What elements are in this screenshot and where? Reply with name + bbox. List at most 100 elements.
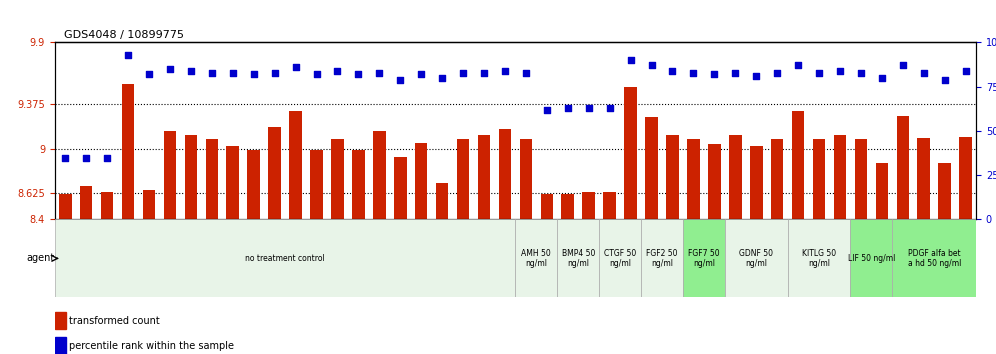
- Bar: [226, 146, 239, 219]
- Bar: [834, 135, 847, 219]
- Bar: [457, 139, 469, 219]
- Point: [539, 107, 555, 113]
- Point: [957, 68, 973, 74]
- Point: [602, 105, 618, 111]
- Bar: [478, 135, 490, 219]
- Bar: [436, 183, 448, 219]
- Point: [894, 63, 910, 68]
- Point: [936, 77, 952, 82]
- Point: [225, 70, 241, 75]
- Bar: [101, 192, 114, 219]
- Bar: [331, 139, 344, 219]
- Point: [832, 68, 848, 74]
- Point: [727, 70, 743, 75]
- Point: [309, 72, 325, 77]
- Bar: [59, 194, 72, 219]
- Bar: [310, 150, 323, 219]
- Bar: [415, 143, 427, 219]
- Text: FGF7 50
ng/ml: FGF7 50 ng/ml: [688, 249, 720, 268]
- Point: [79, 155, 95, 160]
- Bar: [562, 194, 574, 219]
- Bar: [353, 150, 365, 219]
- Bar: [205, 139, 218, 219]
- Bar: [666, 135, 678, 219]
- Text: LIF 50 ng/ml: LIF 50 ng/ml: [848, 254, 895, 263]
- Point: [748, 73, 764, 79]
- Point: [560, 105, 576, 111]
- Bar: [750, 146, 763, 219]
- Bar: [813, 139, 826, 219]
- Bar: [917, 138, 930, 219]
- Point: [204, 70, 220, 75]
- FancyBboxPatch shape: [683, 219, 725, 297]
- Bar: [792, 111, 805, 219]
- Bar: [163, 131, 176, 219]
- Bar: [541, 194, 553, 219]
- Text: percentile rank within the sample: percentile rank within the sample: [69, 341, 234, 350]
- Point: [455, 70, 471, 75]
- Text: transformed count: transformed count: [69, 316, 159, 326]
- Point: [853, 70, 869, 75]
- Bar: [520, 139, 532, 219]
- Point: [100, 155, 116, 160]
- Bar: [729, 135, 742, 219]
- Point: [183, 68, 199, 74]
- Point: [476, 70, 492, 75]
- Point: [518, 70, 534, 75]
- Bar: [80, 187, 93, 219]
- Point: [915, 70, 931, 75]
- Text: CTGF 50
ng/ml: CTGF 50 ng/ml: [604, 249, 636, 268]
- Bar: [875, 163, 888, 219]
- Point: [769, 70, 785, 75]
- Bar: [289, 111, 302, 219]
- Point: [622, 57, 638, 63]
- Point: [330, 68, 346, 74]
- Bar: [708, 144, 721, 219]
- Text: KITLG 50
ng/ml: KITLG 50 ng/ml: [802, 249, 836, 268]
- FancyBboxPatch shape: [516, 219, 558, 297]
- FancyBboxPatch shape: [892, 219, 976, 297]
- Point: [706, 72, 722, 77]
- Text: AMH 50
ng/ml: AMH 50 ng/ml: [522, 249, 551, 268]
- Point: [372, 70, 387, 75]
- FancyBboxPatch shape: [851, 219, 892, 297]
- Point: [685, 70, 701, 75]
- Point: [413, 72, 429, 77]
- Bar: [394, 157, 406, 219]
- Point: [121, 52, 136, 58]
- Point: [351, 72, 367, 77]
- Bar: [771, 139, 784, 219]
- FancyBboxPatch shape: [600, 219, 641, 297]
- Point: [162, 66, 178, 72]
- FancyBboxPatch shape: [55, 219, 516, 297]
- Point: [141, 72, 157, 77]
- Point: [392, 77, 408, 82]
- Bar: [687, 139, 700, 219]
- Point: [643, 63, 659, 68]
- Point: [497, 68, 513, 74]
- Text: PDGF alfa bet
a hd 50 ng/ml: PDGF alfa bet a hd 50 ng/ml: [907, 249, 961, 268]
- Point: [664, 68, 680, 74]
- Bar: [624, 87, 636, 219]
- Point: [58, 155, 74, 160]
- Point: [811, 70, 827, 75]
- Point: [434, 75, 450, 81]
- Bar: [645, 117, 657, 219]
- Bar: [855, 139, 868, 219]
- Point: [246, 72, 262, 77]
- Bar: [122, 84, 134, 219]
- Bar: [55, 312, 66, 329]
- Bar: [184, 135, 197, 219]
- Bar: [938, 163, 951, 219]
- Bar: [583, 192, 595, 219]
- FancyBboxPatch shape: [725, 219, 788, 297]
- Text: FGF2 50
ng/ml: FGF2 50 ng/ml: [646, 249, 677, 268]
- Bar: [896, 116, 909, 219]
- Text: BMP4 50
ng/ml: BMP4 50 ng/ml: [562, 249, 595, 268]
- Point: [581, 105, 597, 111]
- Text: no treatment control: no treatment control: [245, 254, 325, 263]
- Point: [790, 63, 806, 68]
- Bar: [959, 137, 972, 219]
- Text: GDNF 50
ng/ml: GDNF 50 ng/ml: [739, 249, 773, 268]
- Point: [873, 75, 889, 81]
